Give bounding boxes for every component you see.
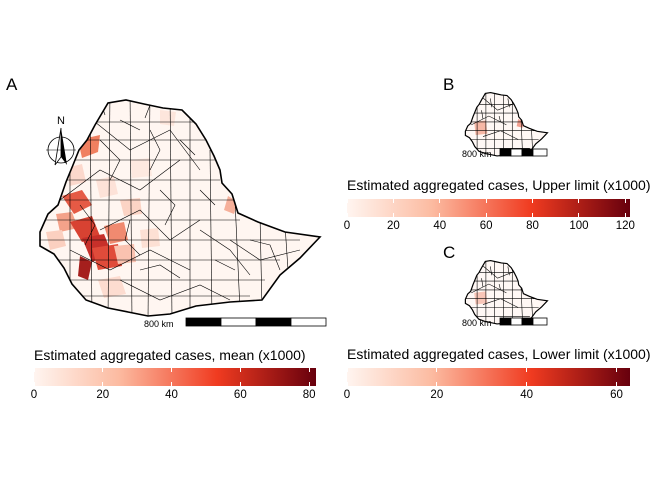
- legend-tick-label: 20: [96, 389, 110, 401]
- legend-tick-label: 120: [615, 220, 635, 232]
- legend-tickmark: [171, 382, 173, 386]
- scale-label-a: 800 km: [144, 319, 174, 329]
- legend-tickmark: [308, 382, 310, 386]
- scale-label-b: 800 km: [462, 149, 492, 159]
- legend-tick-label: 40: [165, 389, 178, 401]
- scale-bar-b: 800 km: [462, 148, 548, 159]
- legend-title-upper: Estimated aggregated cases, Upper limit …: [347, 177, 651, 193]
- legend-title-lower: Estimated aggregated cases, Lower limit …: [347, 346, 651, 362]
- legend-tick-label: 60: [479, 220, 493, 232]
- map-lower: [464, 260, 549, 325]
- district-fills: [46, 110, 238, 298]
- legend-tick-label: 20: [430, 389, 444, 401]
- legend-tick-label: 100: [569, 220, 589, 232]
- legend-tickmark: [346, 368, 348, 372]
- legend-tick-label: 20: [386, 220, 400, 232]
- legend-tickmark: [436, 368, 438, 372]
- legend-tick-label: 40: [520, 389, 534, 401]
- legend-tickmark: [392, 199, 394, 203]
- legend-tickmark: [578, 199, 580, 203]
- panel-label-b: B: [443, 75, 455, 94]
- panel-label-c: C: [443, 243, 456, 262]
- legend-tickmark: [526, 368, 528, 372]
- legend-tickmark: [624, 199, 626, 203]
- legend-tickmark: [616, 368, 618, 372]
- legend-tickmark: [239, 368, 241, 372]
- colorbar-lower: [347, 368, 630, 386]
- legend-tickmark: [308, 368, 310, 372]
- legend-tickmark: [532, 199, 534, 203]
- legend-tick-label: 40: [433, 220, 447, 232]
- colorbar-mean: [34, 368, 316, 386]
- legend-tickmark: [346, 199, 348, 203]
- legend-tick-label: 0: [30, 389, 38, 401]
- scale-bar: 800 km: [144, 317, 327, 329]
- legend-tickmark: [624, 213, 626, 217]
- scale-label-c: 800 km: [462, 318, 492, 328]
- legend-tickmark: [485, 199, 487, 203]
- legend-tickmark: [485, 213, 487, 217]
- legend-tickmark: [171, 368, 173, 372]
- legend-tickmark: [346, 382, 348, 386]
- legend-title-mean: Estimated aggregated cases, mean (x1000): [34, 347, 306, 363]
- legend-tick-label: 60: [233, 389, 247, 401]
- scale-bar-c: 800 km: [462, 317, 548, 328]
- legend-tickmark: [526, 382, 528, 386]
- map-mean: N 800 km: [39, 99, 327, 329]
- legend-tickmark: [616, 382, 618, 386]
- legend-tickmark: [33, 382, 35, 386]
- panel-label-a: A: [6, 75, 18, 94]
- legend-tickmark: [392, 213, 394, 217]
- legend-tickmark: [439, 199, 441, 203]
- legend-tickmark: [439, 213, 441, 217]
- legend-tickmark: [532, 213, 534, 217]
- legend-tickmark: [436, 382, 438, 386]
- north-label: N: [57, 115, 65, 127]
- legend-tickmark: [102, 382, 104, 386]
- legend-tick-label: 80: [526, 220, 539, 232]
- legend-tick-label: 80: [302, 389, 316, 401]
- north-arrow-icon: N: [46, 115, 76, 166]
- legend-tickmark: [102, 368, 104, 372]
- legend-tick-label: 60: [610, 389, 623, 401]
- colorbar-upper: [347, 199, 630, 217]
- map-upper: [464, 91, 549, 157]
- legend-tick-label: 0: [343, 220, 351, 232]
- legend-tickmark: [33, 368, 35, 372]
- legend-tickmark: [578, 213, 580, 217]
- legend-tickmark: [239, 382, 241, 386]
- legend-tick-label: 0: [343, 389, 351, 401]
- legend-tickmark: [346, 213, 348, 217]
